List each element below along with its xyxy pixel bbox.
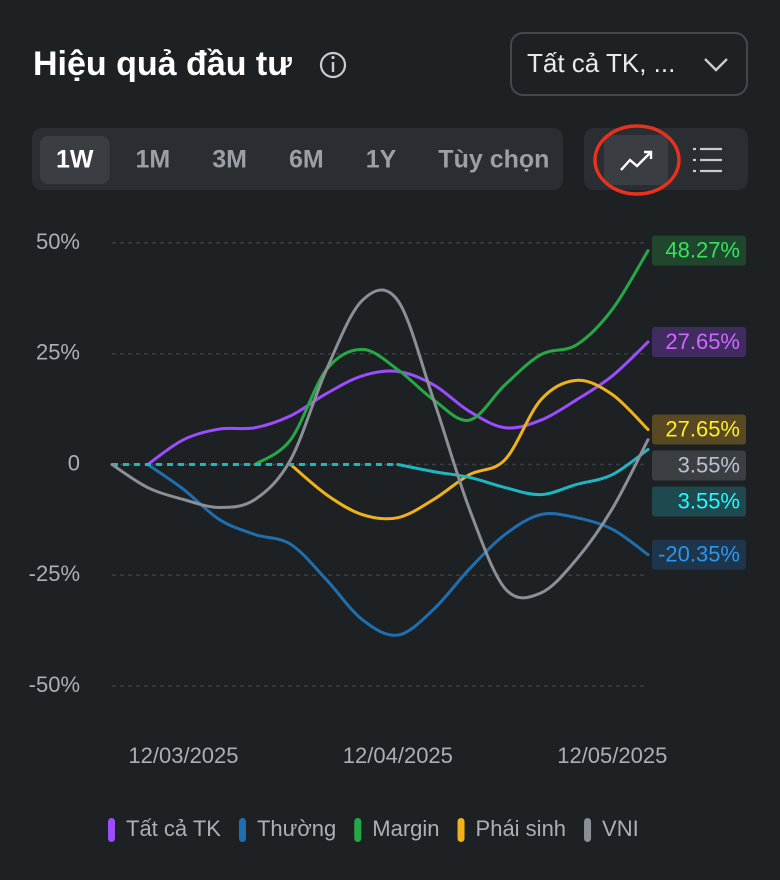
legend-label: Tất cả TK [126, 816, 221, 841]
tab[interactable]: 6M [289, 146, 324, 174]
y-tick-label: 50% [36, 229, 80, 254]
end-label-bg [652, 327, 746, 358]
legend-label: Phái sinh [476, 816, 567, 841]
end-label: -20.35% [658, 541, 740, 566]
legend-label: Thường [257, 816, 336, 841]
end-label-bg [652, 539, 746, 570]
end-label: 48.27% [665, 237, 740, 262]
x-tick-label: 12/04/2025 [343, 743, 453, 768]
end-label-bg [652, 450, 746, 481]
tab-label: 1W [56, 146, 94, 174]
legend-label: Margin [372, 816, 439, 841]
end-label: 27.65% [665, 416, 740, 441]
info-icon[interactable] [319, 51, 347, 79]
x-tick-label: 12/03/2025 [128, 743, 238, 768]
account-dropdown[interactable]: Tất cả TK, ... [510, 32, 748, 96]
series-line [110, 288, 650, 600]
tab[interactable]: 1W [40, 136, 110, 184]
end-label-bg [652, 414, 746, 445]
series-line [396, 447, 650, 497]
y-tick-label: 25% [36, 340, 80, 365]
y-tick-label: 0 [68, 450, 80, 475]
chart: 50% 25% 0 -25% -50% 12/03/2025 12/04/2025 12/05… [29, 229, 746, 768]
tab[interactable]: 1Y [366, 146, 397, 174]
list-view-button[interactable] [693, 147, 722, 173]
legend-item[interactable]: Phái sinh [457, 816, 567, 842]
y-tick-label: -25% [29, 561, 80, 586]
legend-label: VNI [602, 816, 639, 841]
tab[interactable]: Tùy chọn [438, 146, 549, 174]
dropdown-text: Tất cả TK, ... [527, 48, 675, 78]
legend-item[interactable]: VNI [584, 816, 639, 842]
end-label: 3.55% [678, 452, 740, 477]
tab[interactable]: 1M [136, 146, 171, 174]
tabs: 1W 1M 3M 6M 1Y Tùy chọn [40, 136, 549, 184]
tab-label: 3M [212, 146, 247, 174]
end-label: 3.55% [678, 488, 740, 513]
end-label-bg [652, 486, 746, 517]
tab-label: 1M [136, 146, 171, 174]
y-tick-label: -50% [29, 672, 80, 697]
tab-label: 6M [289, 146, 324, 174]
legend-item[interactable]: Tất cả TK [108, 816, 221, 842]
tab-active-bg [40, 136, 110, 184]
legend: Tất cả TK Thường Margin Phái sinh VNI [108, 816, 639, 842]
series-line [289, 378, 650, 521]
legend-item[interactable]: Margin [354, 816, 440, 842]
title: Hiệu quả đầu tư [33, 45, 292, 83]
legend-swatch [108, 818, 115, 842]
tab-bar [32, 128, 563, 190]
chart-view-button[interactable] [604, 135, 668, 185]
highlight-circle [593, 124, 681, 196]
legend-swatch [238, 818, 246, 842]
tab-label: Tùy chọn [438, 146, 549, 174]
legend-item[interactable]: Thường [238, 816, 336, 842]
end-label-bg [652, 235, 746, 266]
end-label: 27.65% [665, 329, 740, 354]
x-tick-label: 12/05/2025 [557, 743, 667, 768]
legend-swatch [457, 818, 465, 842]
legend-swatch [354, 818, 362, 842]
tab-label: 1Y [366, 146, 397, 174]
tab[interactable]: 3M [212, 146, 247, 174]
series-line [146, 463, 650, 637]
series-line [253, 249, 650, 466]
legend-swatch [584, 818, 592, 842]
